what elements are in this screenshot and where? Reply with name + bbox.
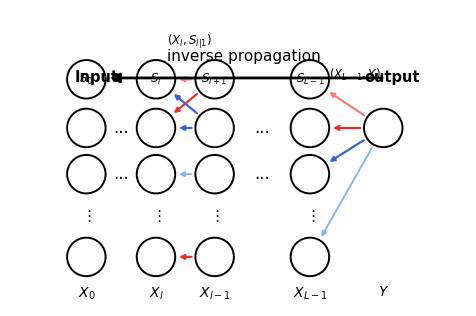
- Text: $S_l$: $S_l$: [150, 72, 162, 87]
- Text: $X_l$: $X_l$: [149, 285, 163, 302]
- Text: $(X_{L-1}, Y)$: $(X_{L-1}, Y)$: [329, 67, 381, 83]
- Text: $S_0$: $S_0$: [79, 72, 93, 87]
- Text: ...: ...: [113, 165, 129, 183]
- Text: $X_0$: $X_0$: [78, 285, 95, 302]
- Text: $Y$: $Y$: [377, 285, 389, 299]
- Text: $S_{L-1}$: $S_{L-1}$: [296, 72, 324, 87]
- Text: output: output: [364, 70, 419, 85]
- Text: ...: ...: [113, 119, 129, 137]
- Text: ...: ...: [254, 165, 270, 183]
- Text: $(X_l, S_{l|1})$: $(X_l, S_{l|1})$: [167, 33, 212, 51]
- Text: ...: ...: [254, 119, 270, 137]
- Text: $\vdots$: $\vdots$: [81, 208, 91, 223]
- Text: $X_{l-1}$: $X_{l-1}$: [198, 285, 230, 302]
- Text: $\vdots$: $\vdots$: [209, 208, 220, 223]
- Text: Input: Input: [75, 70, 119, 85]
- Text: inverse propagation: inverse propagation: [167, 50, 321, 64]
- Text: $X_{L-1}$: $X_{L-1}$: [293, 285, 327, 302]
- Text: $\vdots$: $\vdots$: [305, 208, 315, 223]
- Text: $\vdots$: $\vdots$: [151, 208, 161, 223]
- Text: $S_{l+1}$: $S_{l+1}$: [201, 72, 228, 87]
